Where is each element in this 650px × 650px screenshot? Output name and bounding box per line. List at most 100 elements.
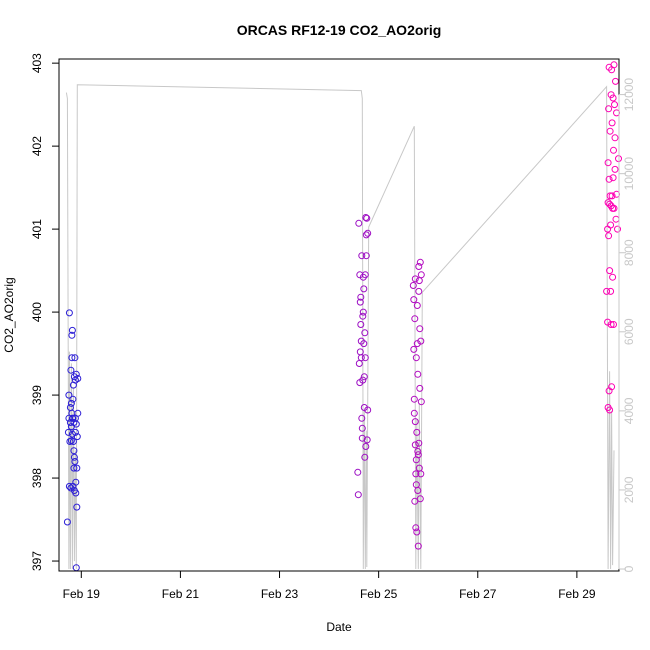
data-point: [610, 204, 618, 212]
data-point: [72, 478, 80, 486]
data-point: [73, 503, 81, 511]
x-tick-label: Feb 29: [558, 587, 596, 601]
x-axis: Feb 19 Feb 21 Feb 23 Feb 25 Feb 27 Feb 29: [63, 570, 596, 601]
data-point: [363, 214, 371, 222]
data-point: [414, 487, 422, 494]
data-point: [412, 524, 420, 532]
data-point: [609, 273, 617, 281]
data-point: [358, 414, 366, 422]
data-point: [606, 192, 614, 200]
y2-tick-label: 0: [622, 565, 636, 572]
data-point: [362, 443, 370, 450]
data-point: [361, 271, 369, 279]
data-point: [413, 428, 421, 436]
data-point: [416, 325, 424, 333]
data-point: [414, 448, 422, 455]
data-point: [359, 376, 367, 384]
data-point: [414, 370, 422, 378]
data-point: [70, 447, 78, 455]
y2-tick-label: 10000: [622, 157, 636, 191]
data-point: [364, 229, 372, 237]
data-point: [73, 433, 81, 441]
x-tick-label: Feb 25: [360, 587, 398, 601]
plot-frame: [58, 58, 620, 572]
data-point: [603, 287, 611, 295]
data-point: [411, 315, 419, 323]
chart-title: ORCAS RF12-19 CO2_AO2orig: [237, 22, 442, 38]
data-point: [608, 119, 616, 127]
data-point: [417, 337, 425, 345]
data-point: [74, 409, 82, 417]
data-point: [65, 309, 73, 317]
data-point: [362, 252, 370, 260]
data-point: [72, 489, 80, 497]
data-point: [71, 458, 79, 465]
data-point: [360, 285, 368, 293]
data-point: [606, 267, 614, 275]
data-point: [71, 354, 79, 362]
data-point: [611, 165, 619, 173]
data-point: [355, 219, 363, 227]
data-point: [608, 383, 616, 391]
data-point: [605, 105, 613, 113]
data-point: [410, 409, 418, 417]
data-point: [359, 308, 367, 316]
y2-tick-label: 2000: [622, 476, 636, 503]
data-point: [412, 354, 420, 362]
data-point: [606, 406, 614, 414]
data-point: [362, 214, 370, 221]
data-point: [611, 134, 619, 142]
data-point: [360, 373, 368, 381]
data-point: [604, 159, 612, 167]
data-point: [361, 329, 369, 337]
x-tick-label: Feb 23: [261, 587, 299, 601]
y-tick-label: 401: [30, 219, 44, 239]
data-point: [65, 391, 73, 399]
data-point: [68, 354, 76, 362]
data-point: [355, 360, 363, 367]
data-point: [411, 275, 419, 283]
data-point: [357, 354, 365, 362]
data-point: [73, 464, 81, 472]
y-axis: 397 398 399 400 401 402 403: [30, 53, 60, 571]
data-point: [67, 399, 75, 407]
y-tick-label: 403: [30, 53, 44, 73]
data-point: [65, 482, 73, 490]
data-point: [64, 428, 72, 436]
x-tick-label: Feb 19: [63, 587, 101, 601]
data-point: [606, 127, 614, 135]
y2-tick-label: 4000: [622, 397, 636, 424]
y2-tick-label: 8000: [622, 239, 636, 266]
data-point: [415, 263, 423, 270]
data-point: [361, 354, 369, 362]
data-point: [610, 61, 618, 69]
data-point: [413, 302, 421, 309]
data-point: [608, 192, 616, 200]
data-point: [417, 271, 425, 279]
data-point: [415, 439, 423, 447]
data-point: [70, 453, 78, 461]
data-point: [417, 398, 425, 406]
y-tick-label: 399: [30, 385, 44, 405]
data-point: [356, 298, 364, 306]
data-point: [411, 497, 419, 505]
data-point: [607, 321, 615, 328]
points-layer: [63, 61, 622, 572]
y-tick-label: 398: [30, 468, 44, 488]
data-point: [357, 321, 365, 328]
y-tick-label: 397: [30, 551, 44, 571]
data-point: [611, 101, 618, 109]
data-point: [69, 414, 77, 422]
data-point: [412, 470, 420, 478]
data-point: [68, 326, 76, 334]
data-point: [605, 175, 613, 183]
data-point: [604, 318, 612, 326]
altitude-layer: [65, 84, 615, 570]
data-point: [609, 174, 617, 182]
y-axis-label: CO2_AO2orig: [2, 277, 16, 352]
data-point: [612, 77, 619, 85]
data-point: [354, 491, 362, 499]
y2-tick-label: 6000: [622, 318, 636, 345]
y-tick-label: 402: [30, 136, 44, 156]
